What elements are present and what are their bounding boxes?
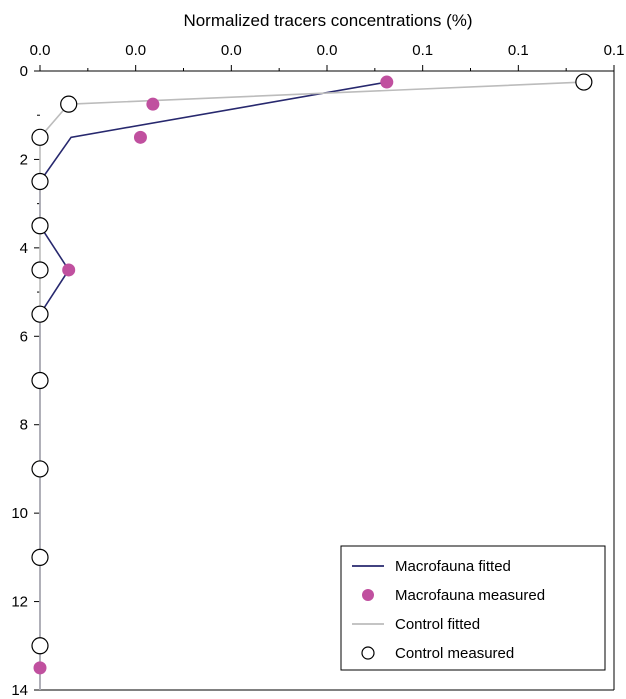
macrofauna-measured-point xyxy=(146,97,160,111)
x-tick-label: 0.1 xyxy=(508,42,529,59)
control-measured-point xyxy=(31,548,49,566)
control-measured-point xyxy=(575,73,593,91)
x-axis-title: Normalized tracers concentrations (%) xyxy=(183,11,472,30)
y-tick-label: 12 xyxy=(11,594,28,611)
y-tick-label: 0 xyxy=(20,63,28,80)
legend-label: Macrofauna fitted xyxy=(395,558,511,575)
legend-swatch-filled-circle xyxy=(362,589,374,601)
x-tick-label: 0.0 xyxy=(125,42,146,59)
y-tick-label: 14 xyxy=(11,682,28,699)
macrofauna-measured-point xyxy=(380,75,394,89)
x-tick-label: 0.0 xyxy=(30,42,51,59)
control-measured-point xyxy=(60,95,78,113)
legend-label: Control fitted xyxy=(395,616,480,633)
control-measured-point xyxy=(31,637,49,655)
x-tick-label: 0.1 xyxy=(604,42,625,59)
y-tick-label: 8 xyxy=(20,417,28,434)
control-measured-point xyxy=(31,371,49,390)
control-measured-point xyxy=(31,305,49,323)
series-layer xyxy=(31,73,593,690)
axes: 0.0 0.0 0.0 0.0 0.1 0.1 0.1 0 2 4 6 8 10 12 14 xyxy=(11,42,624,699)
control-measured-point xyxy=(31,460,49,478)
x-tick-label: 0.0 xyxy=(317,42,338,59)
legend-label: Macrofauna measured xyxy=(395,587,545,604)
control-measured-point xyxy=(31,128,49,146)
macrofauna-measured-point xyxy=(133,130,147,144)
control-measured-point xyxy=(31,261,49,279)
macrofauna-measured-point xyxy=(33,661,47,675)
x-tick-label: 0.0 xyxy=(221,42,242,59)
legend-swatch-open-circle xyxy=(361,646,375,660)
legend: Macrofauna fitted Macrofauna measured Cont… xyxy=(340,545,606,671)
control-measured-point xyxy=(31,172,49,191)
y-tick-label: 4 xyxy=(20,240,28,257)
y-tick-label: 10 xyxy=(11,505,28,522)
control-measured-point xyxy=(31,217,49,235)
y-tick-label: 2 xyxy=(20,151,28,168)
legend-box xyxy=(340,545,606,671)
x-tick-label: 0.1 xyxy=(412,42,433,59)
macrofauna-measured-point xyxy=(62,263,76,277)
y-tick-label: 6 xyxy=(20,328,28,345)
legend-label: Control measured xyxy=(395,645,514,662)
